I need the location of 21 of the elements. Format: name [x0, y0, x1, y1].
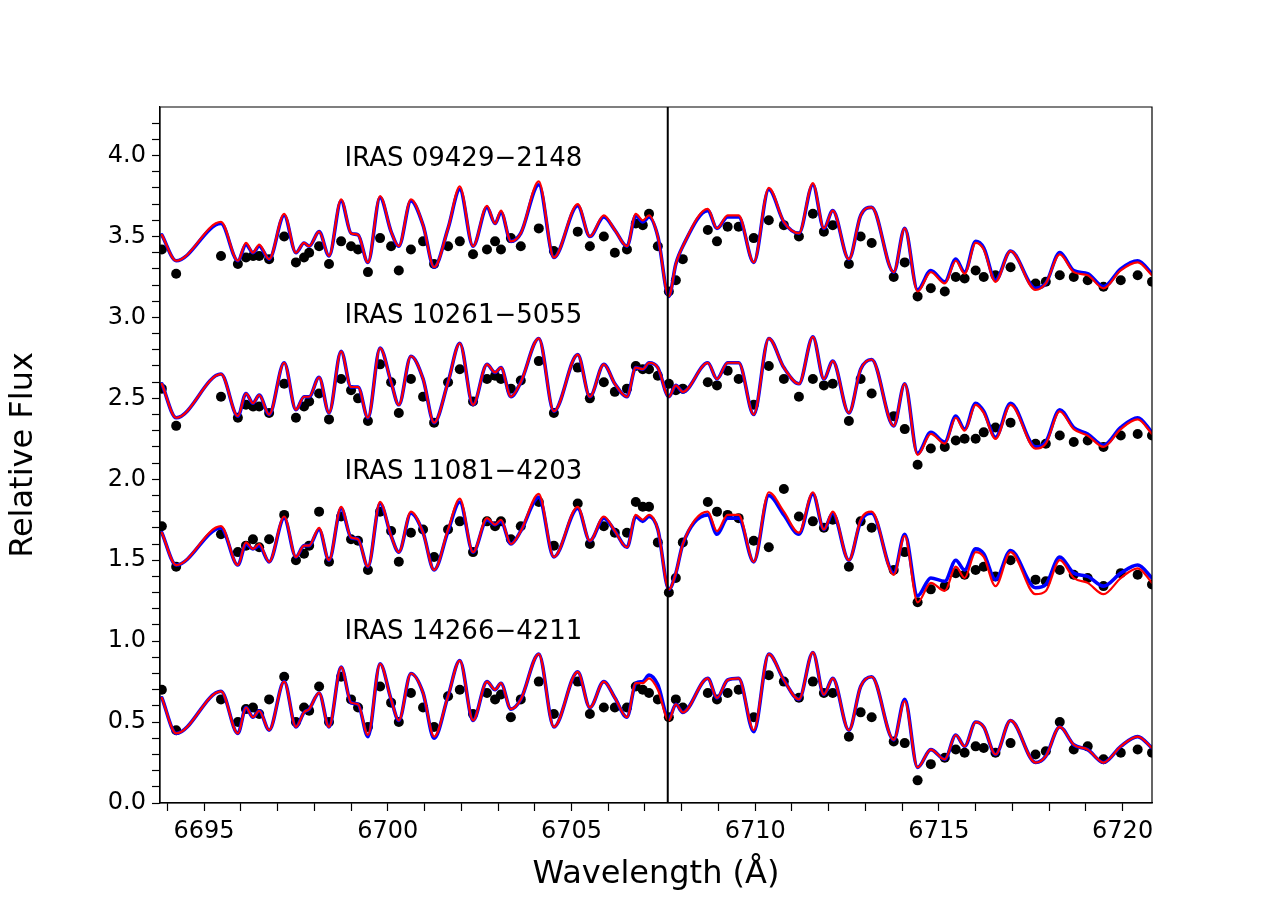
y-tick-label: 2.5 [107, 382, 146, 411]
x-axis-title: Wavelength (Å) [532, 853, 780, 892]
y-tick-label: 3.5 [107, 220, 146, 249]
y-tick-label: 1.5 [107, 544, 146, 573]
x-tick-label: 6710 [724, 815, 786, 844]
y-axis-title: Relative Flux [1, 352, 40, 558]
x-tick-label: 6715 [908, 815, 970, 844]
text: IRAS 09429−2148 [344, 142, 583, 173]
series-label: IRAS 14266−4211 [344, 614, 583, 645]
y-tick-label: 1.0 [107, 625, 146, 654]
y-tick-label: 4.0 [107, 139, 146, 168]
x-tick-label: 6695 [173, 815, 235, 844]
y-tick-label: 3.0 [107, 301, 146, 330]
series-label: IRAS 10261−5055 [344, 299, 583, 330]
x-tick-label: 6700 [357, 815, 419, 844]
y-tick-label: 2.0 [107, 463, 146, 492]
y-tick-label: 0.0 [107, 787, 146, 816]
x-tick-label: 6720 [1092, 815, 1154, 844]
y-tick-label: 0.5 [107, 706, 146, 735]
series-label: IRAS 11081−4203 [344, 454, 583, 485]
x-tick-label: 6705 [540, 815, 603, 844]
